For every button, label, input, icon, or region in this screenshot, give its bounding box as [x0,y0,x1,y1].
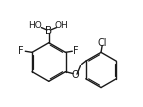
Text: OH: OH [55,21,69,30]
Text: F: F [74,46,79,56]
Text: B: B [45,26,52,36]
Text: Cl: Cl [98,38,108,48]
Text: F: F [18,46,24,56]
Text: O: O [71,70,79,80]
Text: HO: HO [28,21,42,30]
